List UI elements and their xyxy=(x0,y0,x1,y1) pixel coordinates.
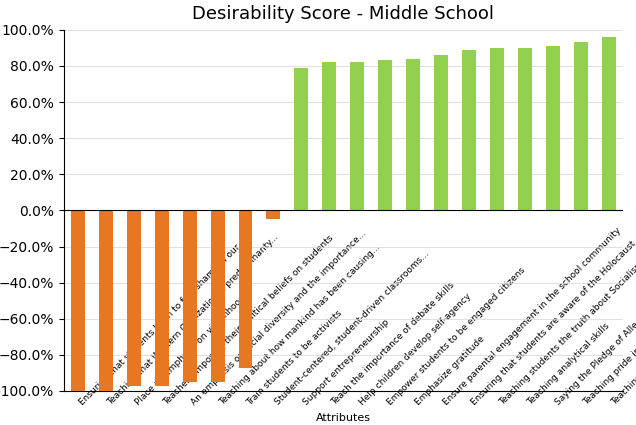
Bar xyxy=(238,210,252,368)
Bar xyxy=(546,46,560,210)
Bar xyxy=(266,210,280,219)
Bar xyxy=(378,60,392,210)
Bar xyxy=(518,48,532,210)
Bar xyxy=(574,42,588,210)
Bar xyxy=(71,210,85,391)
Bar xyxy=(183,210,197,382)
Bar xyxy=(211,210,225,382)
Bar xyxy=(99,210,113,391)
Bar xyxy=(434,55,448,210)
Bar xyxy=(350,62,364,210)
Bar xyxy=(155,210,169,385)
Title: Desirability Score - Middle School: Desirability Score - Middle School xyxy=(193,5,494,23)
Bar xyxy=(322,62,336,210)
Bar xyxy=(462,50,476,210)
X-axis label: Attributes: Attributes xyxy=(316,413,371,422)
Bar xyxy=(127,210,141,385)
Bar xyxy=(602,37,616,210)
Bar xyxy=(294,68,308,210)
Bar xyxy=(406,59,420,210)
Bar xyxy=(490,48,504,210)
